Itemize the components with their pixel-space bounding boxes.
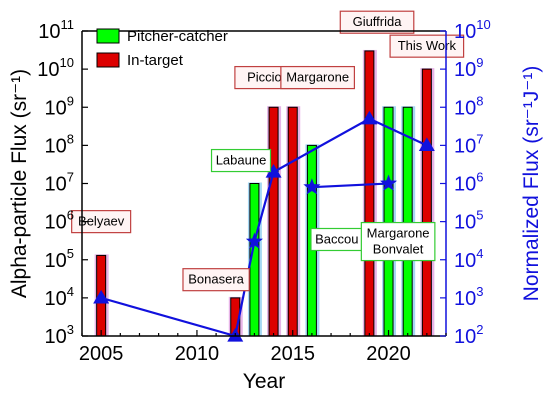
x-tick-label: 2010 [175, 343, 220, 365]
normalized-flux-line [311, 182, 389, 189]
y-tick-label: 108 [45, 131, 74, 157]
annotation-box [71, 210, 132, 234]
bars [96, 50, 432, 337]
annotation-label: Margarone [367, 226, 430, 241]
annotation-label: Bonvalet [373, 242, 424, 257]
normalized-star-marker [303, 178, 321, 195]
y-tick-label: 1010 [37, 55, 74, 81]
normalized-triangle-marker [265, 164, 282, 178]
normalized-triangle-marker [418, 137, 435, 151]
y2-tick-label: 103 [454, 284, 483, 310]
pitcher-catcher-bar [383, 106, 394, 337]
x-tick-label: 2005 [79, 343, 124, 365]
y2-tick-label: 104 [454, 246, 483, 272]
annotation-label: This Work [398, 38, 457, 53]
annotation-label: Belyaev [78, 214, 125, 229]
annotation-label: Bonasera [188, 272, 244, 287]
annotation-box [389, 34, 465, 58]
in-target-bar [421, 68, 432, 337]
y2-tick-label: 1010 [454, 17, 491, 43]
y2-tick-label: 108 [454, 93, 483, 119]
normalized-lines [100, 117, 428, 338]
y2-tick-label: 102 [454, 322, 483, 348]
pitcher-catcher-legend-label: Pitcher-catcher [127, 28, 228, 45]
annotation-box [360, 221, 436, 262]
x-axis-title: Year [243, 370, 285, 393]
y2-tick-label: 109 [454, 55, 483, 81]
in-target-legend-label: In-target [127, 52, 184, 69]
y2-axis-title: Normalized Flux (sr⁻¹J⁻¹) [520, 66, 543, 302]
y-axis-title: Alpha-particle Flux (sr⁻¹) [8, 69, 31, 298]
normalized-triangle-marker [93, 289, 110, 304]
annotation-label: Labaune [216, 153, 267, 168]
normalized-star-marker [379, 174, 398, 191]
annotation-box [182, 268, 250, 292]
x-tick-label: 2015 [270, 343, 315, 365]
in-target-legend-swatch [96, 52, 120, 68]
annotation-box [210, 148, 272, 173]
y-tick-label: 1011 [38, 17, 74, 43]
y2-tick-label: 105 [454, 208, 483, 234]
y-tick-label: 105 [45, 246, 74, 272]
legend: Pitcher-catcher In-target [96, 28, 228, 69]
pitcher-catcher-bar [402, 106, 413, 337]
y-tick-label: 107 [45, 170, 74, 196]
in-target-bar [287, 106, 298, 337]
y-tick-label: 104 [45, 284, 74, 310]
normalized-star-marker [245, 232, 263, 249]
y-tick-label: 106 [45, 208, 74, 234]
x-tick-label: 2020 [366, 343, 411, 365]
y2-tick-label: 106 [454, 170, 483, 196]
in-target-bar [268, 106, 279, 337]
y2-tick-label: 107 [454, 131, 483, 157]
normalized-triangle-marker [361, 110, 378, 125]
axes: 2005 2010 2015 2020 103 104 105 106 107 108 109 101… [8, 17, 543, 393]
annotation-label: Baccou [315, 231, 358, 246]
bar-shadows [94, 49, 435, 336]
in-target-bar [364, 50, 375, 337]
annotation-box [339, 10, 415, 34]
annotation-box [280, 65, 356, 90]
annotation-label: Giuffrida [353, 14, 403, 29]
y-tick-label: 109 [45, 93, 74, 119]
normalized-flux-line [100, 117, 428, 338]
annotation-label: Margarone [286, 70, 349, 85]
annotations: BelyaevBonaseraPicciottoMargaroneGiuffri… [71, 10, 465, 292]
pitcher-catcher-legend-swatch [96, 28, 120, 44]
y-tick-label: 103 [45, 322, 74, 348]
